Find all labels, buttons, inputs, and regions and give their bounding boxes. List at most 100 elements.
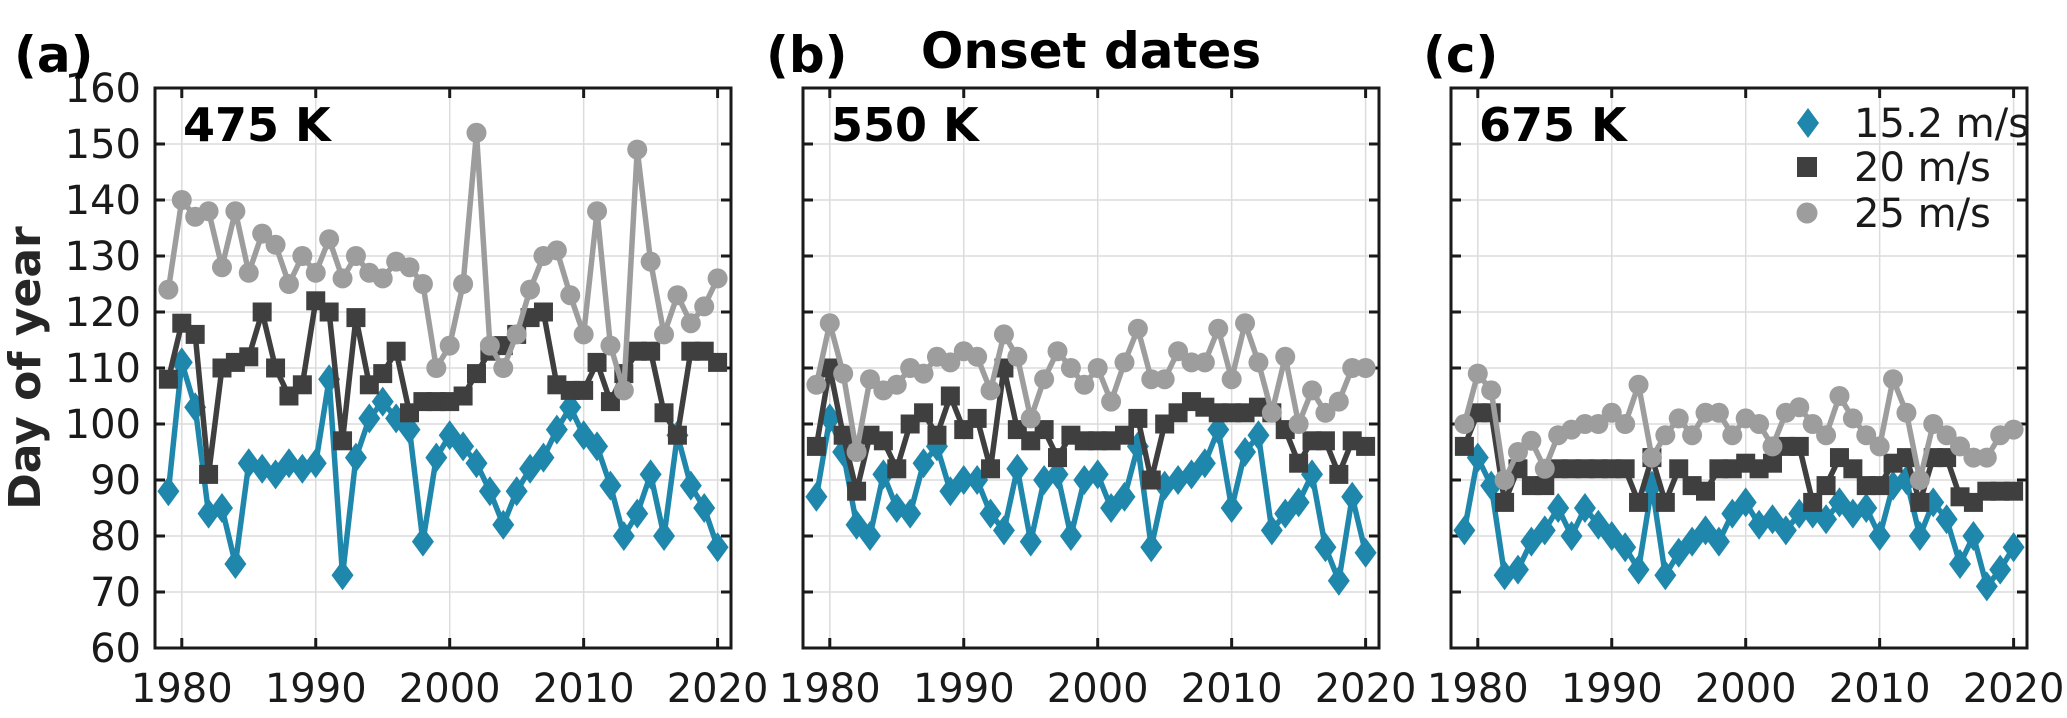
point-25m/s-1994 — [1007, 346, 1028, 367]
point-15.2m/s-1983 — [210, 493, 233, 523]
point-15.2m/s-2020 — [1354, 537, 1377, 568]
point-20m/s-2017 — [667, 425, 687, 445]
point-15.2m/s-1983 — [1506, 554, 1529, 585]
point-25m/s-1993 — [345, 246, 366, 266]
panel-550-k: 1980 1990 2000 2010 2020 — [779, 86, 1417, 712]
point-25m/s-2004 — [1789, 397, 1810, 418]
point-20m/s-1986 — [252, 302, 272, 322]
x-tick-label: 1990 — [1561, 666, 1663, 712]
x-tick-label: 2020 — [1315, 666, 1417, 712]
x-tick-label: 2010 — [533, 666, 635, 712]
point-15.2m/s-1998 — [411, 526, 434, 557]
point-25m/s-2018 — [1328, 391, 1349, 412]
point-20m/s-2020 — [2004, 481, 2024, 501]
point-25m/s-1986 — [252, 223, 273, 244]
point-20m/s-2018 — [1329, 464, 1349, 484]
point-15.2m/s-2014 — [626, 498, 649, 529]
point-20m/s-2010 — [1870, 476, 1890, 496]
point-15.2m/s-1991 — [1614, 532, 1637, 563]
point-15.2m/s-2016 — [1949, 549, 1972, 579]
point-25m/s-2016 — [1950, 436, 1971, 457]
point-25m/s-1990 — [1601, 402, 1622, 423]
point-25m/s-1980 — [171, 190, 192, 210]
point-20m/s-1982 — [199, 464, 219, 484]
point-25m/s-2017 — [667, 285, 688, 306]
point-20m/s-2017 — [1315, 431, 1335, 451]
series-475K-15.2m/s — [157, 347, 729, 591]
point-15.2m/s-1990 — [304, 448, 327, 479]
point-20m/s-1992 — [333, 431, 353, 451]
y-tick-label: 90 — [90, 458, 141, 504]
point-15.2m/s-2012 — [1247, 420, 1270, 451]
point-15.2m/s-2010 — [1220, 493, 1243, 523]
y-tick-label: 110 — [65, 346, 141, 392]
point-20m/s-1989 — [292, 375, 312, 395]
point-15.2m/s-2018 — [1327, 565, 1350, 596]
point-20m/s-2015 — [1289, 453, 1309, 473]
point-15.2m/s-1998 — [1059, 521, 1082, 551]
point-25m/s-2009 — [1856, 425, 1877, 446]
point-15.2m/s-2019 — [693, 493, 716, 523]
y-axis-label: Day of year — [0, 226, 51, 510]
point-25m/s-1992 — [332, 268, 353, 289]
point-15.2m/s-2010 — [1868, 521, 1891, 551]
point-25m/s-1985 — [886, 374, 907, 395]
point-25m/s-2009 — [560, 285, 581, 306]
point-15.2m/s-2015 — [1287, 487, 1310, 518]
point-20m/s-1991 — [967, 408, 987, 428]
point-20m/s-1988 — [927, 425, 947, 445]
point-25m/s-1979 — [806, 374, 827, 395]
point-25m/s-2019 — [694, 296, 715, 317]
point-20m/s-1995 — [1669, 459, 1689, 479]
point-15.2m/s-1999 — [425, 442, 448, 473]
point-15.2m/s-2020 — [706, 532, 729, 563]
legend-label-20ms: 20 m/s — [1854, 145, 1991, 191]
point-25m/s-1989 — [1588, 414, 1609, 434]
point-15.2m/s-2003 — [1774, 515, 1797, 546]
point-25m/s-2013 — [1909, 470, 1930, 490]
point-25m/s-2004 — [493, 358, 514, 378]
legend-label-25ms: 25 m/s — [1854, 191, 1991, 237]
point-20m/s-1996 — [1034, 420, 1054, 440]
point-20m/s-1994 — [1655, 492, 1675, 512]
point-25m/s-2010 — [1221, 369, 1242, 390]
point-15.2m/s-2008 — [1193, 448, 1216, 479]
point-20m/s-2006 — [1816, 476, 1836, 496]
point-20m/s-1982 — [847, 481, 867, 501]
point-25m/s-1988 — [278, 274, 299, 294]
x-tick-label: 2020 — [667, 666, 769, 712]
point-15.2m/s-1990 — [952, 465, 975, 495]
point-20m/s-2020 — [1356, 436, 1376, 456]
point-25m/s-2016 — [654, 324, 675, 345]
point-25m/s-1992 — [980, 380, 1001, 401]
point-25m/s-2009 — [1208, 318, 1229, 339]
panel-a-letter: (a) — [14, 26, 93, 84]
point-15.2m/s-2012 — [599, 470, 622, 501]
x-tick-label: 2000 — [1695, 666, 1797, 712]
y-tick-label: 60 — [90, 626, 141, 672]
point-25m/s-2016 — [1302, 380, 1323, 401]
point-20m/s-1989 — [940, 386, 960, 406]
point-25m/s-1992 — [1628, 374, 1649, 395]
panel-c-letter: (c) — [1423, 26, 1498, 84]
point-15.2m/s-2013 — [1908, 521, 1931, 551]
point-25m/s-2012 — [600, 335, 621, 356]
point-25m/s-2014 — [627, 139, 648, 160]
point-25m/s-2014 — [1275, 346, 1296, 367]
point-25m/s-2006 — [1168, 341, 1189, 362]
point-25m/s-2002 — [1762, 436, 1783, 457]
point-15.2m/s-2005 — [505, 476, 528, 507]
y-tick-label: 70 — [90, 570, 141, 616]
point-15.2m/s-2016 — [653, 521, 676, 551]
point-20m/s-1985 — [1535, 476, 1555, 496]
point-15.2m/s-2018 — [1975, 571, 1998, 602]
panel-b-letter: (b) — [766, 26, 848, 84]
legend-circle-icon — [1796, 202, 1818, 224]
point-15.2m/s-1985 — [237, 448, 260, 479]
point-20m/s-1984 — [873, 431, 893, 451]
point-25m/s-2007 — [1829, 386, 1850, 406]
point-25m/s-2013 — [1261, 402, 1282, 423]
point-20m/s-2002 — [1114, 425, 1134, 445]
point-20m/s-1993 — [346, 308, 366, 328]
point-25m/s-1987 — [913, 363, 934, 384]
